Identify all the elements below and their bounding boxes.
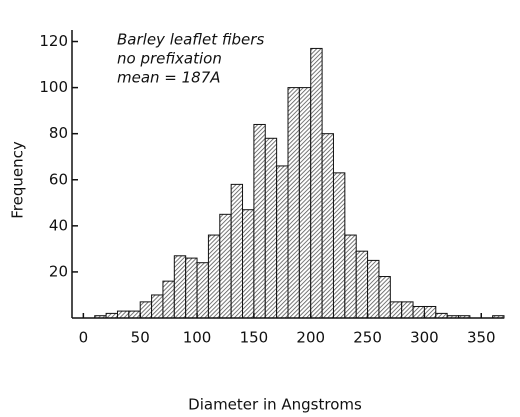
bar <box>287 87 300 319</box>
x-tick-label: 300 <box>410 329 439 347</box>
bar <box>412 305 425 319</box>
bar <box>242 209 255 319</box>
bar <box>276 165 289 319</box>
bar <box>196 262 209 319</box>
bar <box>151 294 164 319</box>
bar <box>264 137 278 319</box>
y-tick-label: 120 <box>39 32 68 50</box>
bar <box>230 183 244 319</box>
bar <box>116 310 130 319</box>
y-tick-label: 80 <box>49 124 68 142</box>
bar <box>253 123 266 319</box>
bar <box>332 172 346 319</box>
bar <box>423 305 437 319</box>
annotation-line: no prefixation <box>117 50 222 68</box>
x-tick-label: 350 <box>467 329 496 347</box>
bar <box>139 301 153 319</box>
y-tick-label: 100 <box>39 78 68 96</box>
x-tick-label: 0 <box>79 329 89 347</box>
bar <box>219 213 232 319</box>
y-tick-label: 40 <box>49 216 68 234</box>
bar <box>378 276 391 319</box>
bar <box>344 234 357 319</box>
y-axis-label: Frequency <box>9 141 27 219</box>
bar <box>389 301 403 319</box>
bar <box>162 280 175 319</box>
bar <box>173 255 187 319</box>
x-tick-label: 150 <box>240 329 269 347</box>
bar <box>321 133 334 319</box>
x-tick-label: 100 <box>183 329 212 347</box>
bar <box>207 234 221 319</box>
bar <box>401 301 414 319</box>
x-tick-label: 50 <box>131 329 150 347</box>
y-tick-label: 60 <box>49 170 68 188</box>
bar <box>185 257 198 319</box>
y-tick-label: 20 <box>49 262 68 280</box>
x-tick-label: 250 <box>353 329 382 347</box>
bar <box>310 47 323 319</box>
x-axis-label: Diameter in Angstroms <box>188 396 362 414</box>
bar <box>128 310 141 319</box>
bar <box>367 259 380 319</box>
x-tick-label: 200 <box>296 329 325 347</box>
bar <box>355 250 369 319</box>
annotation-line: Barley leaflet fibers <box>117 31 264 49</box>
bar <box>298 87 312 319</box>
annotation-line: mean = 187A <box>117 69 221 87</box>
